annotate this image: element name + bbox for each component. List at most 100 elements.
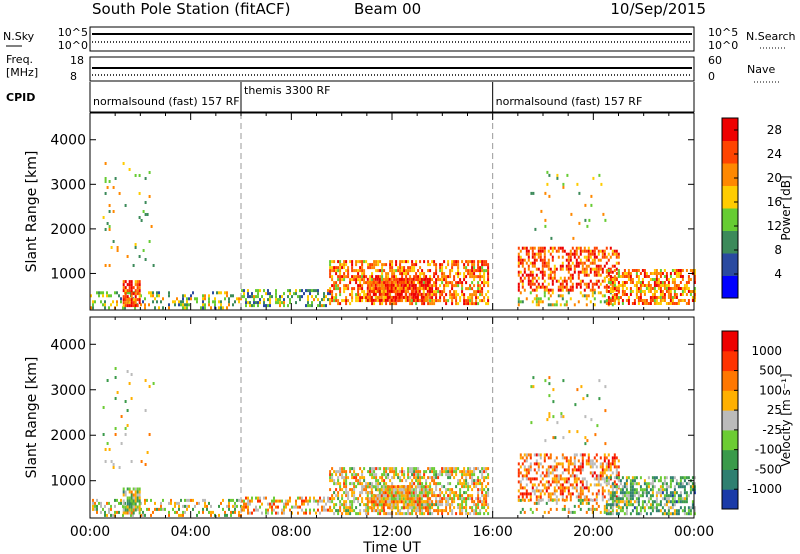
- echo-cell: [609, 297, 612, 301]
- echo-cell: [335, 488, 338, 492]
- echo-cell: [435, 287, 438, 291]
- echo-cell: [563, 468, 566, 472]
- echo-cell: [551, 276, 554, 280]
- echo-cell: [623, 482, 626, 486]
- colorbar-swatch: [722, 163, 738, 186]
- echo-cell: [327, 298, 329, 302]
- echo-cell: [443, 272, 446, 276]
- echo-cell: [551, 291, 554, 295]
- echo-cell: [398, 295, 401, 299]
- echo-cell: [615, 267, 618, 271]
- echo-cell: [335, 482, 338, 486]
- echo-cell: [400, 488, 403, 492]
- echo-cell: [461, 512, 464, 516]
- echo-cell: [573, 453, 576, 457]
- echo-cell: [435, 503, 438, 507]
- echo-cell: [423, 281, 426, 285]
- echo-cell: [202, 306, 204, 310]
- echo-cell: [382, 503, 385, 507]
- echo-cell: [635, 497, 638, 501]
- echo-cell: [485, 467, 488, 471]
- echo-cell: [445, 284, 448, 288]
- echo-cell: [353, 269, 356, 273]
- echo-cell: [367, 512, 370, 516]
- echo-cell: [353, 500, 356, 504]
- echo-cell: [673, 485, 676, 489]
- echo-cell: [641, 494, 644, 498]
- echo-cell: [541, 489, 544, 493]
- echo-cell: [693, 491, 696, 495]
- echo-cell: [445, 299, 448, 303]
- echo-cell: [609, 287, 612, 290]
- echo-cell: [603, 453, 606, 457]
- echo-cell: [375, 467, 378, 471]
- echo-cell: [297, 496, 299, 500]
- echo-cell: [529, 246, 532, 250]
- echo-cell: [585, 282, 588, 286]
- echo-cell: [92, 300, 94, 304]
- echo-cell: [467, 485, 470, 489]
- echo-cell: [321, 499, 323, 503]
- echo-cell: [243, 505, 245, 509]
- echo-cell: [453, 470, 456, 474]
- echo-cell: [575, 261, 578, 265]
- echo-cell: [469, 512, 472, 516]
- echo-cell: [408, 280, 411, 284]
- echo-cell: [122, 511, 125, 515]
- echo-cell: [629, 497, 632, 501]
- echo-cell: [224, 297, 226, 301]
- echo-cell: [114, 367, 117, 370]
- echo-cell: [533, 501, 536, 505]
- echo-cell: [639, 287, 642, 290]
- echo-cell: [545, 471, 548, 475]
- echo-cell: [463, 296, 466, 300]
- echo-cell: [613, 503, 616, 507]
- echo-cell: [393, 278, 396, 282]
- echo-cell: [447, 275, 450, 279]
- echo-cell: [469, 470, 472, 474]
- echo-cell: [418, 497, 421, 501]
- echo-cell: [410, 277, 413, 281]
- echo-cell: [477, 479, 480, 483]
- echo-cell: [397, 296, 400, 300]
- echo-cell: [543, 492, 546, 496]
- echo-cell: [465, 500, 468, 504]
- echo-cell: [403, 476, 406, 480]
- echo-cell: [637, 491, 640, 495]
- echo-cell: [130, 460, 133, 463]
- echo-cell: [353, 275, 356, 279]
- echo-cell: [132, 493, 135, 497]
- echo-cell: [431, 296, 434, 300]
- echo-cell: [406, 497, 409, 501]
- echo-cell: [341, 473, 344, 477]
- echo-cell: [613, 287, 616, 290]
- echo-cell: [619, 509, 622, 513]
- echo-cell: [130, 304, 133, 308]
- echo-cell: [549, 303, 552, 307]
- echo-cell: [170, 501, 172, 505]
- echo-cell: [663, 497, 666, 501]
- echo-cell: [343, 290, 346, 294]
- echo-cell: [561, 507, 564, 511]
- echo-cell: [541, 300, 544, 304]
- echo-cell: [621, 299, 624, 302]
- echo-cell: [584, 442, 587, 446]
- echo-cell: [130, 490, 133, 494]
- echo-cell: [392, 491, 395, 495]
- echo-cell: [378, 497, 381, 501]
- echo-cell: [593, 456, 596, 460]
- echo-cell: [174, 504, 176, 508]
- echo-cell: [365, 260, 368, 264]
- echo-cell: [315, 511, 317, 515]
- echo-cell: [126, 301, 129, 305]
- echo-cell: [408, 286, 411, 290]
- echo-cell: [345, 476, 348, 480]
- echo-cell: [445, 278, 448, 282]
- echo-cell: [110, 294, 112, 298]
- echo-cell: [437, 476, 440, 480]
- echo-cell: [645, 299, 648, 302]
- echo-cell: [394, 280, 397, 284]
- echo-cell: [621, 509, 624, 513]
- echo-cell: [583, 495, 586, 499]
- echo-cell: [467, 467, 470, 471]
